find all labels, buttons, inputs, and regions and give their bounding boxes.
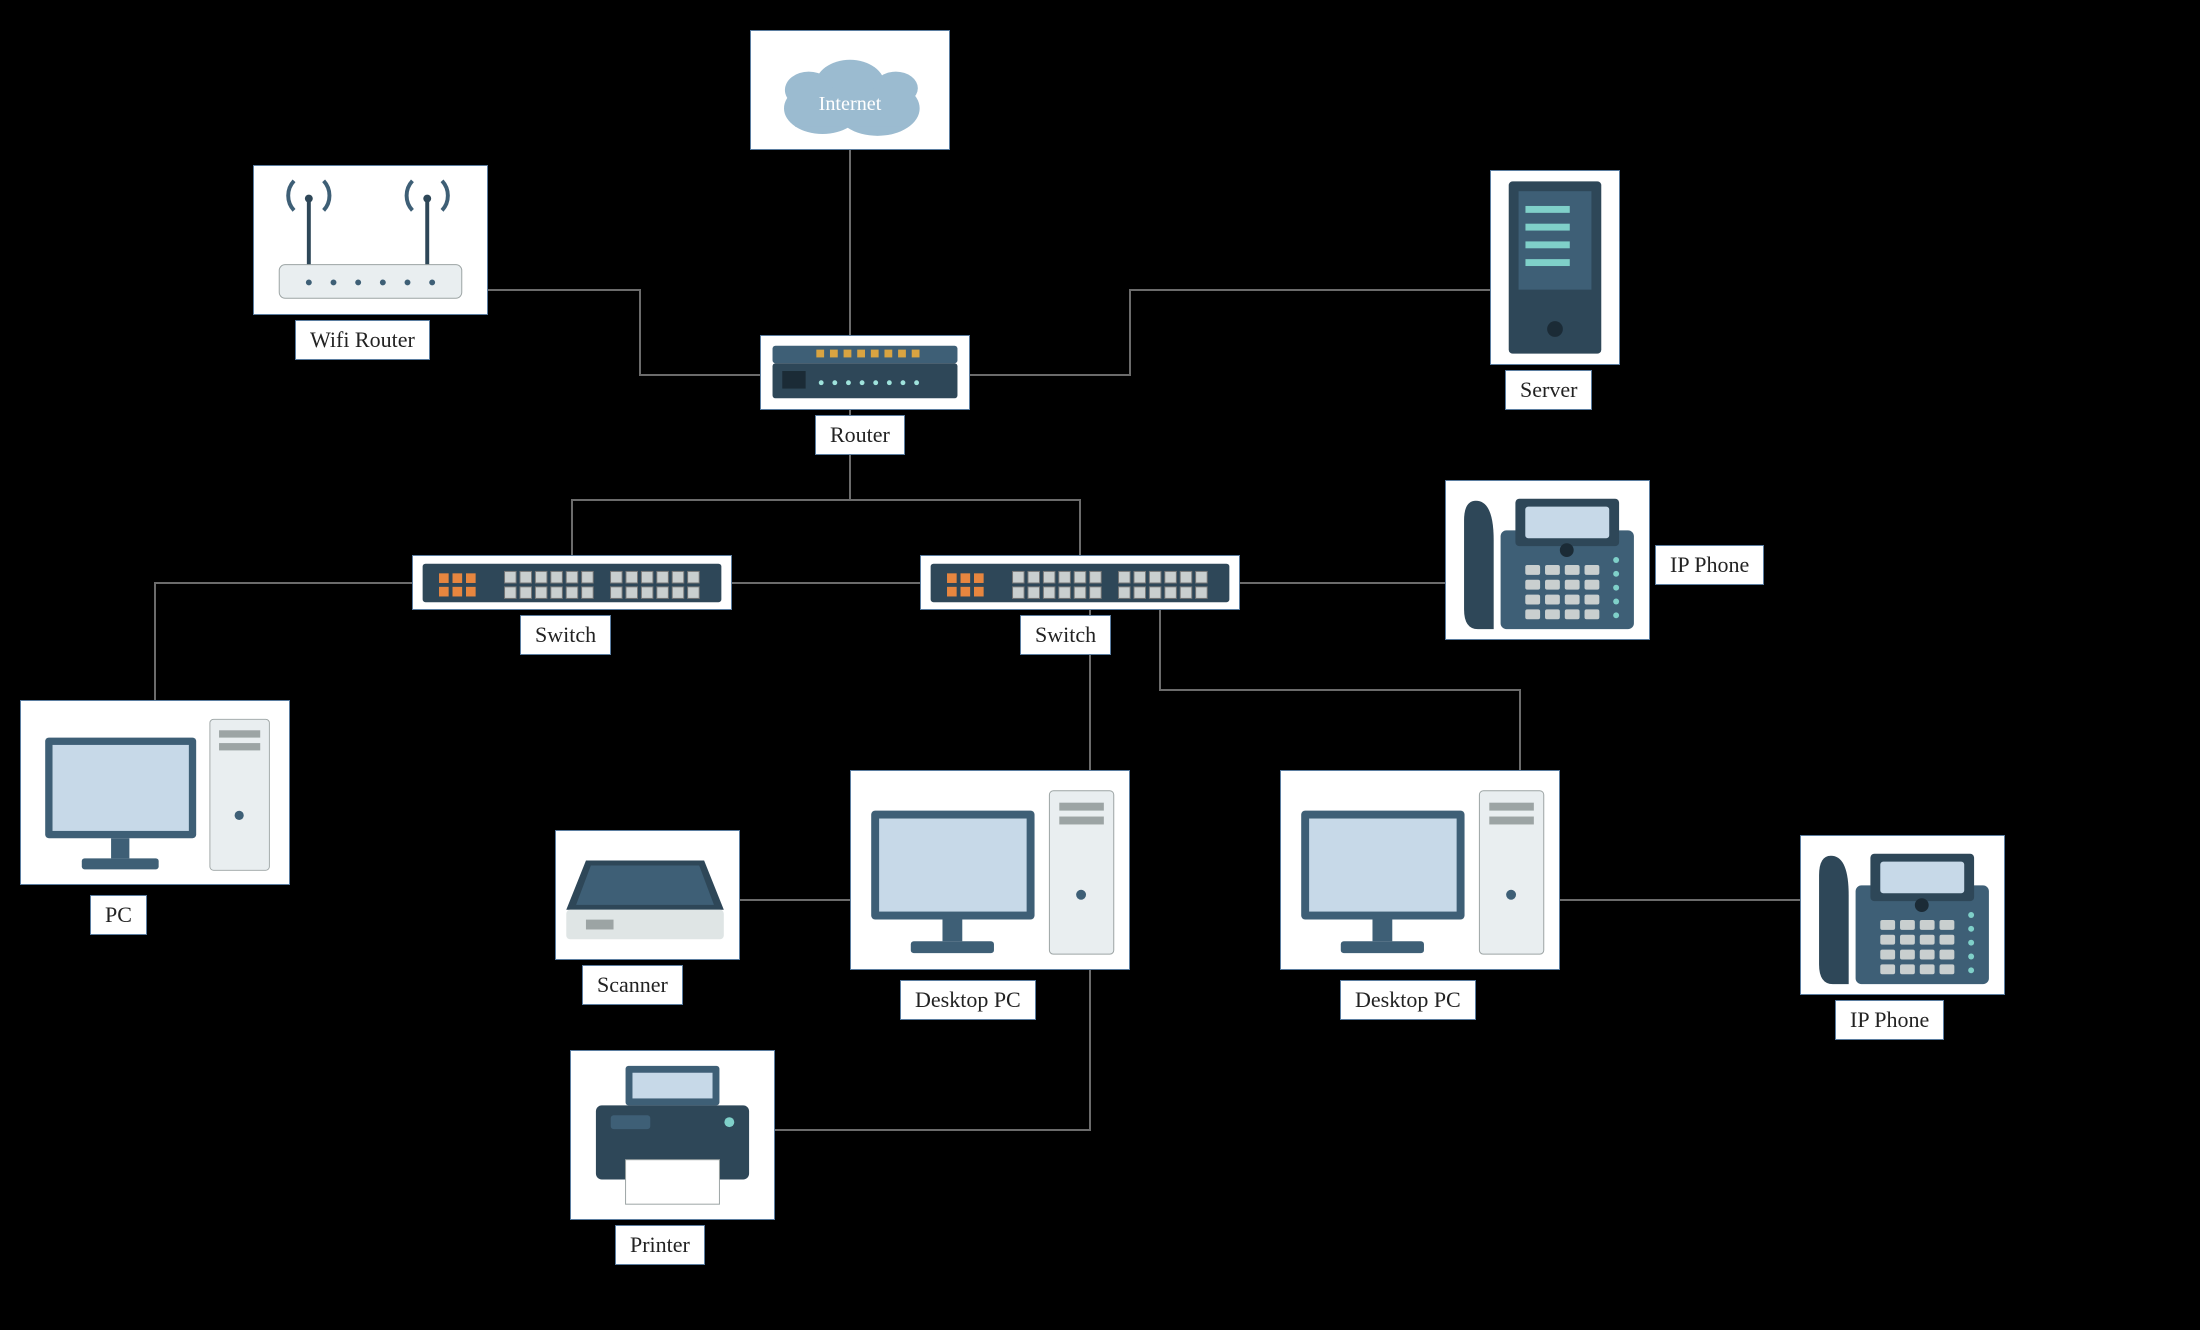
label-desktop1: Desktop PC [900, 980, 1036, 1020]
node-scanner [555, 830, 740, 960]
label-switch2: Switch [1020, 615, 1111, 655]
desktop2-icon [1281, 771, 1559, 969]
switch1-icon [413, 556, 731, 609]
label-scanner: Scanner [582, 965, 683, 1005]
label-ip_phone2: IP Phone [1835, 1000, 1944, 1040]
node-switch1 [412, 555, 732, 610]
node-internet: Internet [750, 30, 950, 150]
printer-icon [571, 1051, 774, 1219]
node-wifi_router [253, 165, 488, 315]
label-switch1: Switch [520, 615, 611, 655]
label-router: Router [815, 415, 905, 455]
edge-router-switch1 [572, 410, 850, 555]
node-desktop2 [1280, 770, 1560, 970]
node-desktop1 [850, 770, 1130, 970]
ip_phone1-icon [1446, 481, 1649, 639]
wifi_router-icon [254, 166, 487, 314]
svg-text:Internet: Internet [819, 93, 882, 115]
node-printer [570, 1050, 775, 1220]
edge-switch1-pc [155, 583, 412, 700]
network-diagram: { "diagram": { "type": "network", "backg… [0, 0, 2200, 1330]
node-router [760, 335, 970, 410]
node-ip_phone2 [1800, 835, 2005, 995]
edge-wifi_router-router [488, 290, 760, 375]
label-wifi_router: Wifi Router [295, 320, 430, 360]
label-pc: PC [90, 895, 147, 935]
node-switch2 [920, 555, 1240, 610]
internet-icon: Internet [755, 35, 945, 145]
label-ip_phone1: IP Phone [1655, 545, 1764, 585]
router-icon [761, 336, 969, 409]
label-printer: Printer [615, 1225, 705, 1265]
scanner-icon [556, 831, 739, 959]
pc-icon [21, 701, 289, 884]
server-icon [1491, 171, 1619, 364]
label-desktop2: Desktop PC [1340, 980, 1476, 1020]
edge-server-router [970, 290, 1490, 375]
node-pc [20, 700, 290, 885]
ip_phone2-icon [1801, 836, 2004, 994]
node-ip_phone1 [1445, 480, 1650, 640]
switch2-icon [921, 556, 1239, 609]
label-server: Server [1505, 370, 1592, 410]
desktop1-icon [851, 771, 1129, 969]
node-server [1490, 170, 1620, 365]
